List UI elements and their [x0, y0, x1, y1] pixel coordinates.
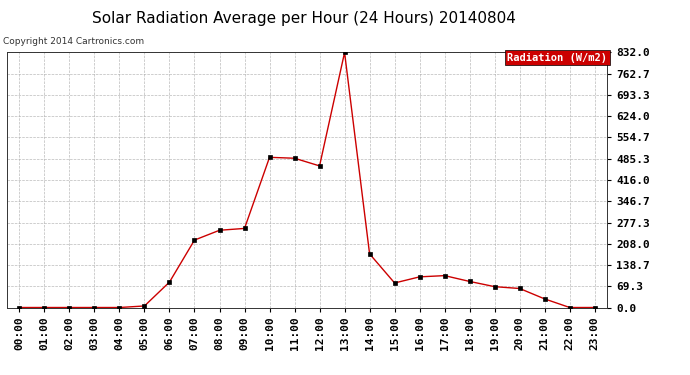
Text: Solar Radiation Average per Hour (24 Hours) 20140804: Solar Radiation Average per Hour (24 Hou… — [92, 11, 515, 26]
Text: Copyright 2014 Cartronics.com: Copyright 2014 Cartronics.com — [3, 38, 145, 46]
Text: Radiation (W/m2): Radiation (W/m2) — [507, 53, 607, 63]
